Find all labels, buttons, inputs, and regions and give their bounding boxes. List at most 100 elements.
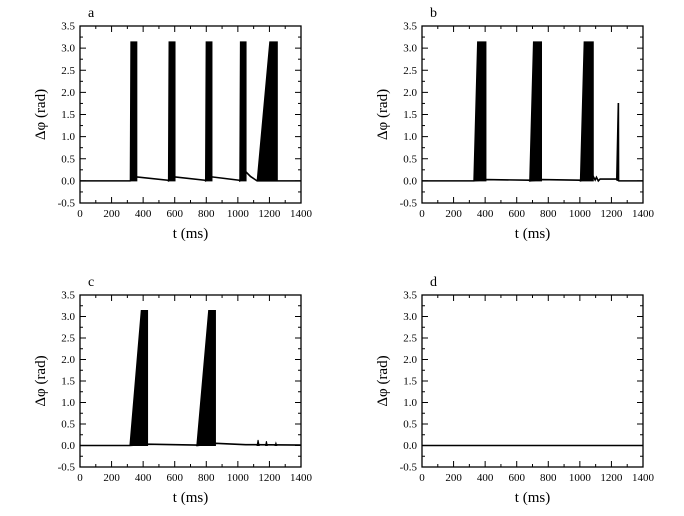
x-tick-label: 0	[419, 472, 425, 484]
y-tick-label: 0.0	[61, 175, 75, 187]
y-tick-label: 1.0	[403, 397, 417, 409]
y-tick-label: 0.0	[403, 440, 417, 452]
x-axis-title: t (ms)	[515, 226, 550, 242]
x-tick-label: 1200	[258, 472, 281, 484]
y-tick-label: 1.0	[61, 131, 75, 143]
panel-letter: c	[88, 275, 94, 290]
y-tick-label: 3.0	[61, 311, 75, 323]
pulse-burst	[579, 41, 594, 182]
x-tick-label: 1200	[258, 208, 281, 220]
x-tick-label: 0	[77, 472, 83, 484]
y-tick-label: 1.5	[403, 109, 417, 121]
y-tick-label: 2.5	[403, 333, 417, 345]
x-tick-label: 200	[103, 208, 120, 220]
panel-a: 0 200 400 600 800 1000 1200 1400 -0.5 0.0 0.5 1.0 1.…	[0, 0, 342, 258]
y-tick-label: 0.0	[61, 440, 75, 452]
y-tick-label: -0.5	[58, 462, 76, 474]
y-tick-label: 2.5	[61, 65, 75, 77]
pulse-burst	[239, 41, 247, 182]
y-tick-label: 1.5	[403, 376, 417, 388]
x-tick-label: 400	[135, 208, 152, 220]
x-tick-label: 1000	[569, 472, 592, 484]
pulse-burst	[256, 439, 260, 446]
pulse-burst	[274, 441, 278, 446]
y-axis-title: Δφ (rad)	[375, 89, 391, 140]
y-tick-label: 3.0	[403, 311, 417, 323]
pulse-burst	[265, 441, 268, 446]
y-tick-label: 3.5	[61, 290, 75, 302]
x-tick-label: 1200	[600, 472, 623, 484]
y-tick-label: 0.5	[403, 419, 417, 431]
panel-b-plot: 0 200 400 600 800 1000 1200 1400 -0.5 0.0 0.5 1.0 1.…	[375, 6, 655, 242]
x-tick-label: 0	[419, 208, 425, 220]
y-tick-label: 3.5	[61, 21, 75, 33]
y-tick-label: 3.5	[403, 21, 417, 33]
x-tick-label: 400	[477, 472, 494, 484]
y-tick-label: 2.5	[61, 333, 75, 345]
y-tick-label: 2.0	[403, 87, 417, 99]
y-tick-label: 1.0	[61, 397, 75, 409]
panel-letter: a	[88, 6, 95, 21]
y-tick-label: 0.5	[61, 153, 75, 165]
y-tick-label: 3.0	[61, 43, 75, 55]
baseline-trace	[80, 442, 302, 447]
x-tick-label: 600	[166, 472, 183, 484]
x-tick-label: 1000	[227, 208, 250, 220]
pulse-burst	[129, 41, 138, 182]
panel-d: 0 200 400 600 800 1000 1200 1400 -0.5 0.0 0.5 1.0 1.…	[342, 258, 684, 516]
y-tick-label: 1.5	[61, 376, 75, 388]
x-tick-label: 800	[198, 472, 215, 484]
plot-box	[79, 294, 302, 468]
y-tick-label: 1.5	[61, 109, 75, 121]
x-tick-label: 200	[445, 208, 462, 220]
x-tick-label: 600	[508, 208, 525, 220]
x-axis-title: t (ms)	[515, 490, 550, 506]
y-tick-label: 2.5	[403, 65, 417, 77]
x-tick-label: 0	[77, 208, 83, 220]
x-axis-title: t (ms)	[173, 490, 208, 506]
panel-letter: d	[430, 275, 437, 290]
x-tick-label: 1400	[290, 208, 313, 220]
pulse-burst	[615, 102, 620, 182]
y-tick-label: -0.5	[400, 462, 418, 474]
x-tick-label: 1400	[290, 472, 313, 484]
pulse-burst	[167, 41, 176, 182]
y-tick-label: -0.5	[58, 198, 76, 210]
x-tick-label: 800	[540, 208, 557, 220]
y-tick-label: 2.0	[403, 354, 417, 366]
panel-c: 0 200 400 600 800 1000 1200 1400 -0.5 0.0 0.5 1.0 1.…	[0, 258, 342, 516]
x-axis-title: t (ms)	[173, 226, 208, 242]
x-tick-label: 400	[477, 208, 494, 220]
y-tick-label: 2.0	[61, 354, 75, 366]
y-axis-title: Δφ (rad)	[33, 355, 49, 406]
x-tick-label: 1400	[632, 472, 655, 484]
y-tick-label: 3.0	[403, 43, 417, 55]
plot-box	[421, 294, 644, 468]
pulse-burst	[473, 41, 487, 182]
y-axis-title: Δφ (rad)	[33, 89, 49, 140]
x-tick-label: 800	[540, 472, 557, 484]
x-tick-label: 800	[198, 208, 215, 220]
pulse-burst	[529, 41, 542, 182]
panel-letter: b	[430, 6, 437, 21]
x-tick-label: 200	[445, 472, 462, 484]
x-tick-label: 1000	[569, 208, 592, 220]
pulse-burst	[196, 309, 216, 446]
y-tick-label: -0.5	[400, 198, 418, 210]
x-tick-label: 1200	[600, 208, 623, 220]
y-tick-label: 3.5	[403, 290, 417, 302]
y-tick-label: 0.5	[403, 153, 417, 165]
panel-c-plot: 0 200 400 600 800 1000 1200 1400 -0.5 0.0 0.5 1.0 1.…	[33, 275, 313, 506]
y-tick-label: 1.0	[403, 131, 417, 143]
x-tick-label: 400	[135, 472, 152, 484]
y-tick-label: 0.0	[403, 175, 417, 187]
x-tick-label: 200	[103, 472, 120, 484]
y-axis-title: Δφ (rad)	[375, 355, 391, 406]
pulse-burst	[129, 309, 149, 446]
x-tick-label: 600	[508, 472, 525, 484]
pulse-burst	[256, 41, 278, 182]
panel-a-plot: 0 200 400 600 800 1000 1200 1400 -0.5 0.0 0.5 1.0 1.…	[33, 6, 313, 242]
y-tick-label: 0.5	[61, 419, 75, 431]
